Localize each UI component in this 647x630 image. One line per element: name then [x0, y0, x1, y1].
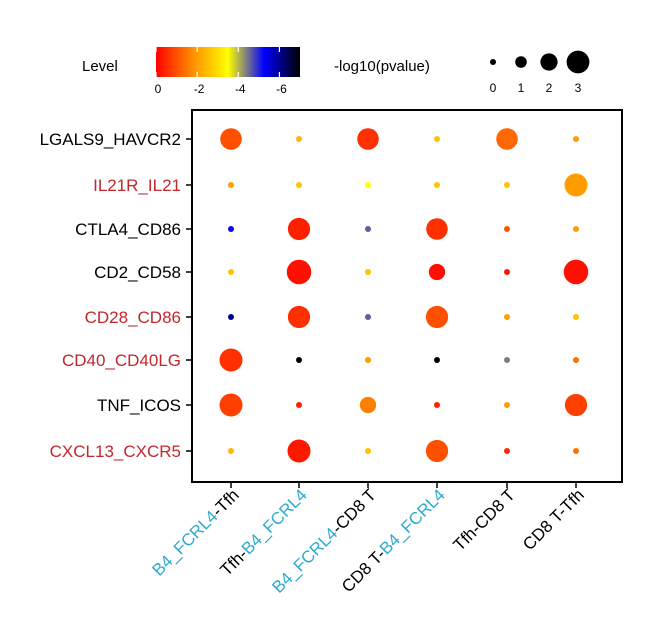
color-legend-tick-label: 0	[155, 82, 162, 96]
dot-point	[228, 226, 234, 232]
size-legend-label: 2	[546, 81, 553, 95]
dot-point	[365, 314, 371, 320]
dot-point	[504, 269, 510, 275]
dot-point	[504, 402, 510, 408]
row-label: CXCL13_CXCR5	[50, 442, 181, 461]
dot-point	[287, 439, 311, 463]
dot-point	[573, 448, 579, 454]
row-label: CD28_CD86	[85, 308, 181, 327]
dot-point	[504, 448, 510, 454]
dot-point	[428, 263, 446, 281]
row-label: CD2_CD58	[94, 263, 181, 282]
row-labels: LGALS9_HAVCR2 IL21R_IL21 CTLA4_CD86 CD2_CD5…	[40, 130, 192, 461]
dot-point	[286, 259, 312, 285]
size-legend-label: 3	[575, 81, 582, 95]
size-legend-dot	[515, 56, 527, 68]
dot-point	[425, 439, 449, 463]
column-label: CD8 T-Tfh	[519, 485, 588, 554]
size-legend-title: -log10(pvalue)	[334, 58, 430, 75]
dot-point	[365, 357, 371, 363]
dot-point	[365, 226, 371, 232]
column-label-part: B4_FCRL4	[268, 524, 341, 597]
dot-point	[228, 269, 234, 275]
column-label-part: -CD8 T	[328, 485, 380, 537]
dot-point	[434, 357, 440, 363]
dot-point	[573, 226, 579, 232]
dot-point	[564, 393, 588, 417]
dot-point	[564, 173, 588, 197]
column-label-part: B4_FCRL4	[376, 485, 449, 558]
dot-point	[504, 226, 510, 232]
dot-point	[296, 182, 302, 188]
row-label: CTLA4_CD86	[75, 220, 181, 239]
dot-point	[426, 218, 448, 240]
dot-point	[425, 305, 449, 329]
dot-point	[228, 182, 234, 188]
plot-panel	[191, 109, 623, 483]
dot-point	[496, 128, 518, 150]
column-label-part: Tfh-CD8 T	[449, 485, 518, 554]
row-label: LGALS9_HAVCR2	[40, 130, 181, 149]
color-legend-bar	[156, 47, 300, 77]
column-label-part: CD8 T-Tfh	[519, 485, 588, 554]
dot-point	[287, 217, 311, 241]
color-legend-title: Level	[82, 58, 118, 75]
dot-point	[365, 448, 371, 454]
dot-point	[357, 128, 379, 150]
dot-points	[219, 128, 589, 463]
dot-point	[573, 136, 579, 142]
column-label-part: B4_FCRL4	[149, 507, 222, 580]
dot-point	[563, 259, 589, 285]
color-legend-tick-label: -2	[194, 82, 205, 96]
dot-point	[573, 314, 579, 320]
size-legend-dot	[490, 59, 496, 65]
column-label: Tfh-CD8 T	[449, 485, 518, 554]
column-label-part: B4_FCRL4	[238, 485, 311, 558]
dot-point	[220, 128, 242, 150]
color-legend-tick-label: -4	[235, 82, 246, 96]
dot-point	[504, 182, 510, 188]
row-label: CD40_CD40LG	[62, 351, 181, 370]
row-label: IL21R_IL21	[93, 176, 181, 195]
dot-point	[359, 396, 377, 414]
size-legend-dot	[540, 53, 558, 71]
row-label: TNF_ICOS	[97, 396, 181, 415]
column-label-part: CD8 T-	[338, 545, 389, 596]
size-legend-label: 0	[490, 81, 497, 95]
dot-point	[296, 357, 302, 363]
size-legend-dot	[566, 50, 590, 74]
dot-point	[287, 305, 311, 329]
color-legend-ticks: 0 -2 -4 -6	[155, 47, 287, 96]
dot-point	[296, 402, 302, 408]
dot-point	[365, 182, 371, 188]
dot-point	[219, 393, 243, 417]
dot-point	[296, 136, 302, 142]
dot-point	[504, 314, 510, 320]
dot-point	[219, 348, 243, 372]
dot-point	[228, 448, 234, 454]
size-legend: 0 1 2 3	[490, 50, 590, 95]
dot-point	[434, 136, 440, 142]
dot-point	[228, 314, 234, 320]
dot-point	[434, 402, 440, 408]
size-legend-label: 1	[518, 81, 525, 95]
dot-point	[504, 357, 510, 363]
color-legend-tick-label: -6	[276, 82, 287, 96]
dot-point	[434, 182, 440, 188]
dot-point	[365, 269, 371, 275]
dot-point	[573, 357, 579, 363]
